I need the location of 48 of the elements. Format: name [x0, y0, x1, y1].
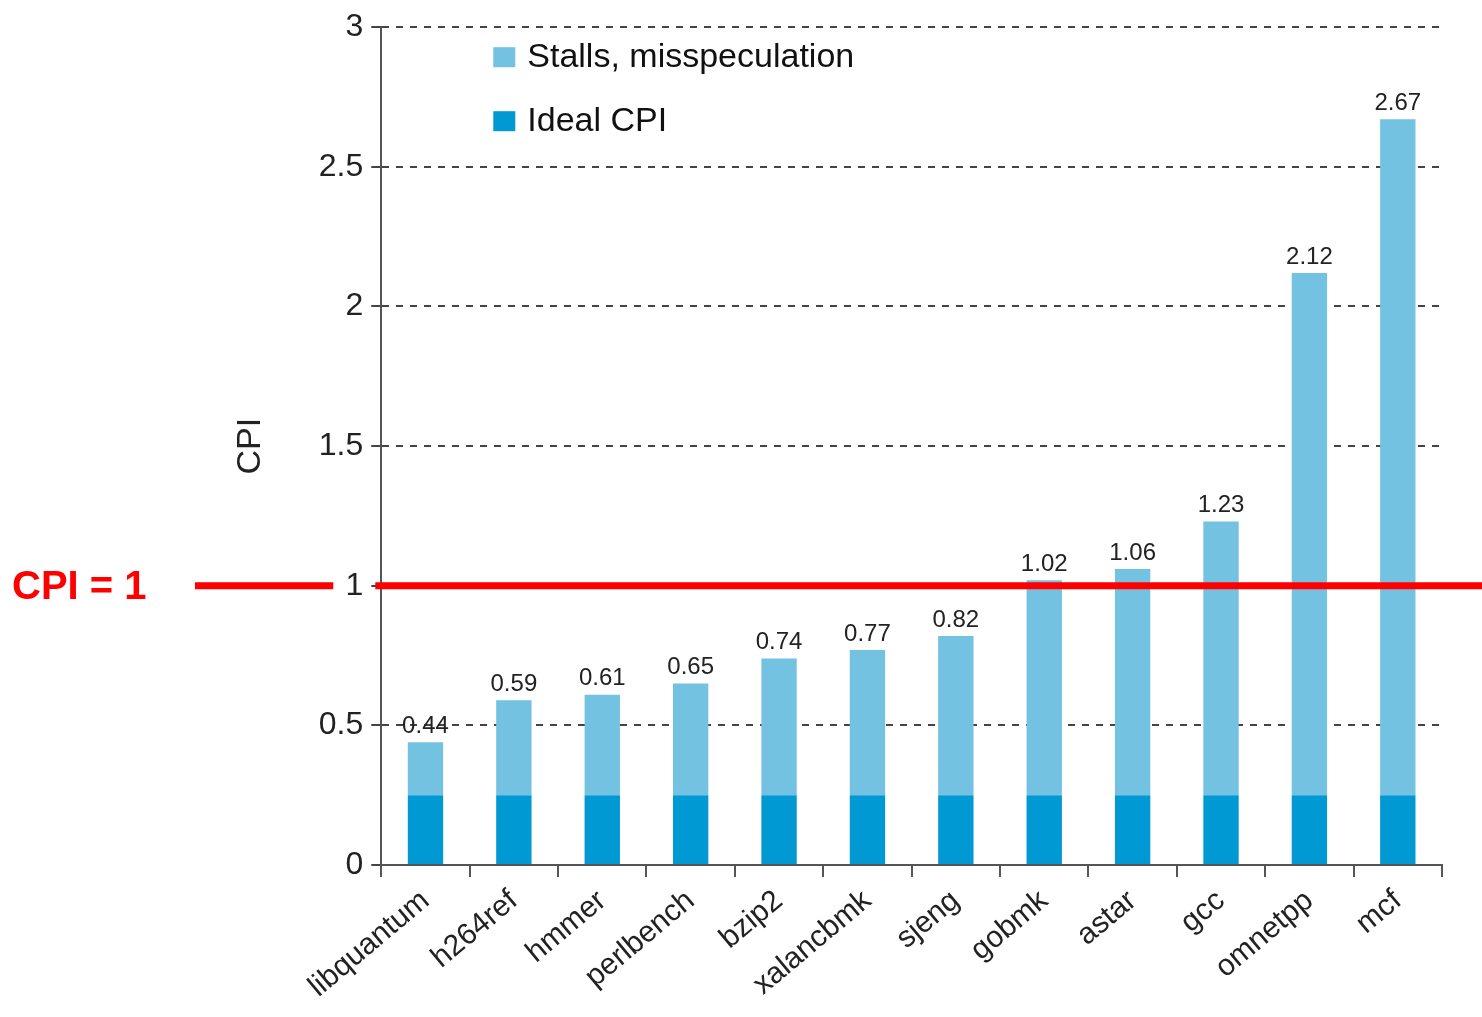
total-label: 0.61 [578, 663, 626, 691]
total-label: 0.65 [667, 652, 715, 680]
bar [761, 795, 797, 865]
bar [1026, 795, 1062, 865]
bar [1203, 521, 1239, 796]
bar [672, 795, 709, 865]
bar [496, 795, 532, 865]
bar [1291, 795, 1328, 865]
y-axis-title: CPI [228, 417, 267, 475]
total-label: 2.12 [1286, 241, 1333, 269]
bar [672, 683, 709, 796]
total-label: 0.74 [755, 627, 803, 655]
total-label: 0.59 [490, 668, 538, 696]
legend-label: Stalls, misspeculation [527, 35, 855, 74]
y-tick-label: 3 [345, 7, 364, 44]
bar [1291, 272, 1328, 796]
bar [938, 636, 974, 796]
y-tick-label: 1.5 [318, 425, 364, 462]
bar [761, 658, 797, 796]
total-label: 1.06 [1109, 537, 1156, 565]
bar [1114, 569, 1151, 796]
y-tick-label: 0 [345, 844, 364, 881]
y-tick-label: 0.5 [318, 705, 364, 742]
total-label: 0.77 [844, 618, 891, 646]
total-label: 2.67 [1374, 87, 1422, 115]
bar [584, 694, 620, 796]
legend-label: Ideal CPI [527, 99, 668, 138]
y-tick-label: 2 [345, 286, 364, 323]
total-label: 1.23 [1197, 490, 1245, 518]
bar [407, 742, 444, 796]
bar [1380, 795, 1416, 865]
x-tick-label: mcf [1348, 882, 1408, 939]
y-tick-label: 2.5 [318, 146, 364, 183]
bar [849, 795, 886, 865]
ref-line-label: CPI = 1 [12, 562, 147, 607]
total-label: 1.02 [1020, 548, 1068, 576]
bar [1380, 119, 1416, 796]
bar [407, 795, 444, 865]
bar [496, 700, 532, 796]
bar [1026, 580, 1062, 796]
total-label: 0.44 [402, 710, 449, 738]
y-tick-label: 1 [345, 565, 364, 602]
bar [1203, 795, 1239, 865]
bar [938, 795, 974, 865]
total-label: 0.82 [932, 604, 980, 632]
bar [1114, 795, 1151, 865]
bar [584, 795, 620, 865]
bar [849, 650, 886, 796]
